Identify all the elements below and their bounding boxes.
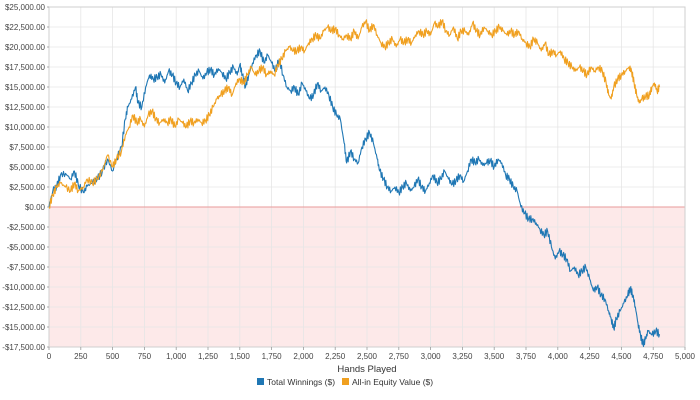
x-tick-label: 3,250 (452, 352, 473, 361)
x-tick-label: 0 (47, 352, 52, 361)
x-tick-label: 250 (74, 352, 88, 361)
x-tick-label: 2,750 (389, 352, 410, 361)
legend-label-1: All-in Equity Value ($) (352, 377, 433, 387)
x-axis-title: Hands Played (337, 364, 396, 375)
x-tick-label: 3,750 (516, 352, 537, 361)
x-tick-label: 1,000 (166, 352, 187, 361)
legend: Total Winnings ($) All-in Equity Value ($… (257, 377, 433, 387)
x-tick-label: 1,250 (198, 352, 219, 361)
y-tick-label: $0.00 (25, 203, 46, 212)
legend-label-0: Total Winnings ($) (267, 377, 335, 387)
series-line-0 (48, 48, 661, 347)
gridlines (48, 6, 686, 348)
y-tick-label: -$5,000.00 (7, 243, 46, 252)
y-tick-label: -$7,500.00 (7, 263, 46, 272)
y-tick-label: $17,500.00 (5, 63, 46, 72)
x-axis-ticks: 0 250 500 750 1,000 1,250 1,500 1,750 2,000 2,250… (47, 347, 696, 361)
x-tick-label: 1,500 (230, 352, 251, 361)
series-line-1 (48, 19, 661, 209)
x-tick-label: 2,500 (357, 352, 378, 361)
y-tick-label: $5,000.00 (9, 163, 45, 172)
x-tick-label: 4,500 (611, 352, 632, 361)
y-tick-label: -$10,000.00 (2, 283, 45, 292)
series-lines (48, 19, 661, 347)
y-tick-label: -$15,000.00 (2, 323, 45, 332)
x-tick-label: 2,250 (325, 352, 346, 361)
y-tick-label: $22,500.00 (5, 23, 46, 32)
x-tick-label: 4,750 (643, 352, 664, 361)
x-tick-label: 500 (106, 352, 120, 361)
y-tick-label: -$17,500.00 (2, 343, 45, 352)
y-tick-label: $7,500.00 (9, 143, 45, 152)
y-tick-label: $2,500.00 (9, 183, 45, 192)
y-tick-label: $15,000.00 (5, 83, 46, 92)
x-tick-label: 3,000 (421, 352, 442, 361)
x-tick-label: 5,000 (675, 352, 696, 361)
y-tick-label: -$2,500.00 (7, 223, 46, 232)
x-tick-label: 4,250 (580, 352, 601, 361)
y-tick-label: $10,000.00 (5, 123, 46, 132)
x-tick-label: 1,750 (262, 352, 283, 361)
x-tick-label: 750 (138, 352, 152, 361)
x-tick-label: 4,000 (548, 352, 569, 361)
y-tick-label: $20,000.00 (5, 43, 46, 52)
legend-swatch-1 (342, 378, 349, 385)
x-tick-label: 3,500 (484, 352, 505, 361)
y-tick-label: $25,000.00 (5, 3, 46, 12)
x-tick-label: 2,000 (293, 352, 314, 361)
y-tick-label: -$12,500.00 (2, 303, 45, 312)
legend-swatch-0 (257, 378, 264, 385)
y-tick-label: $12,500.00 (5, 103, 46, 112)
y-axis-ticks: $25,000.00 $22,500.00 $20,000.00 $17,500.00… (2, 3, 49, 352)
